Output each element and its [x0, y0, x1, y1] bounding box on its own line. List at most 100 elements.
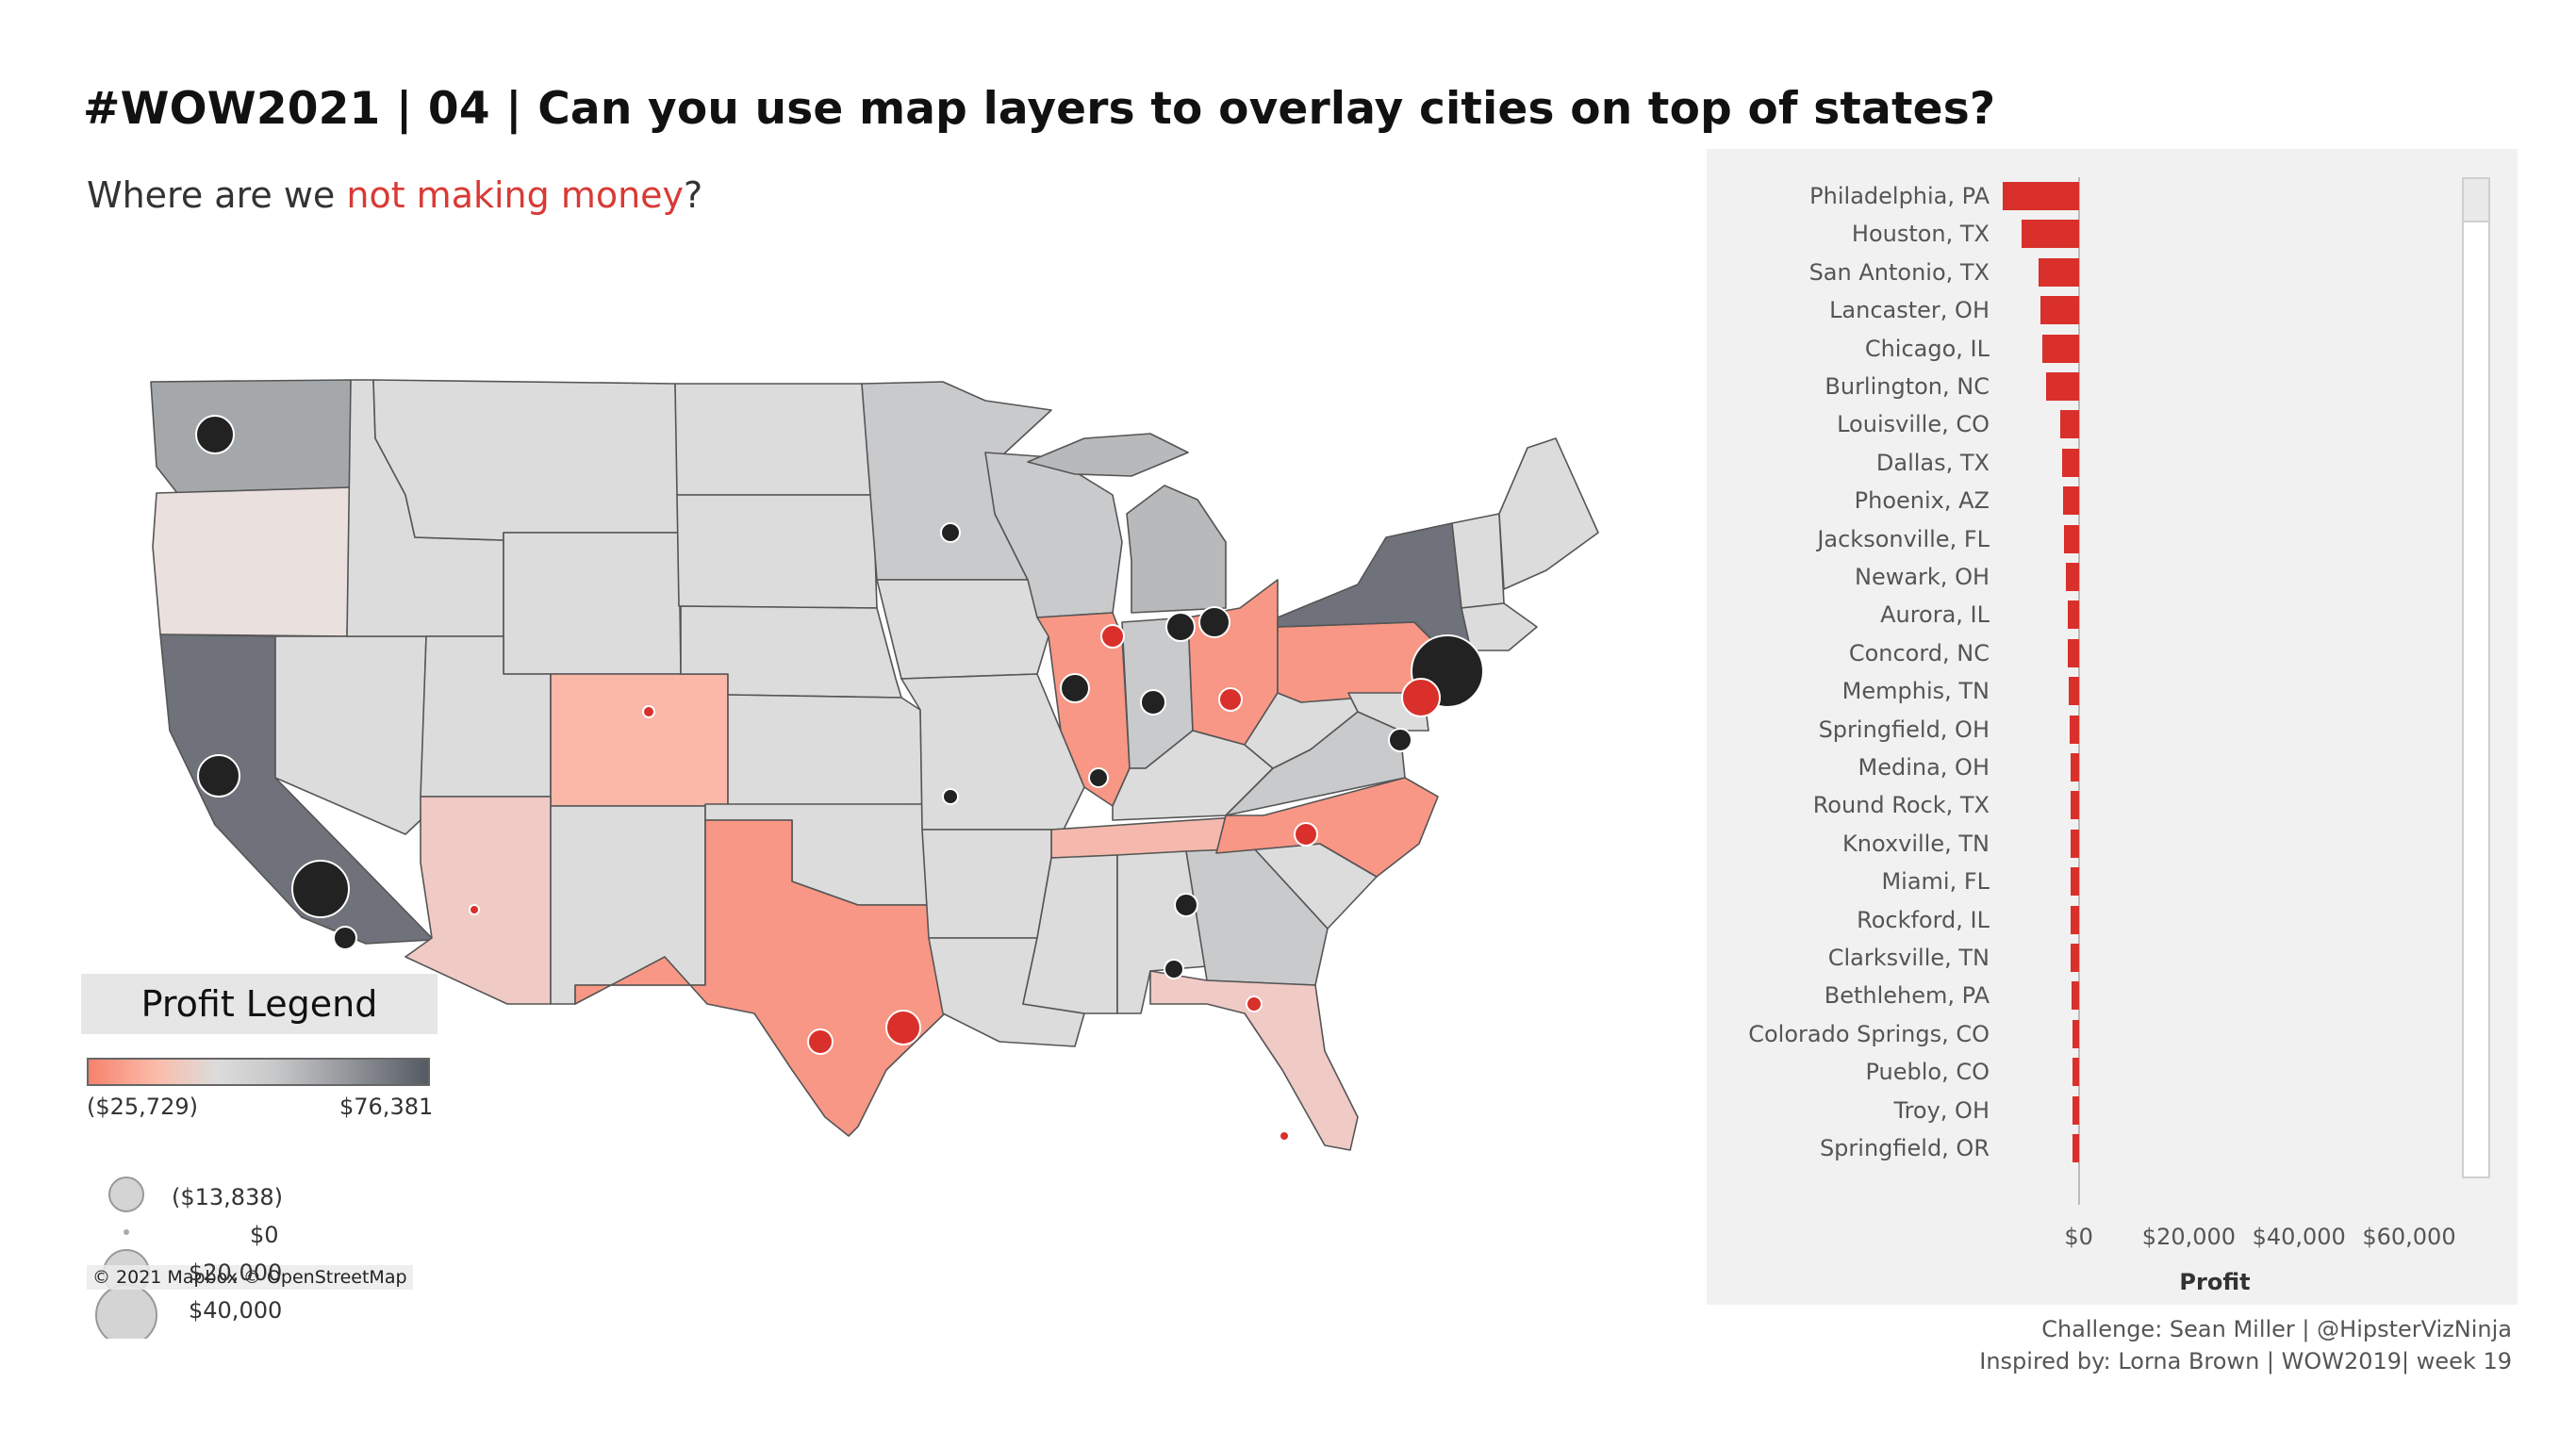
bar-category-label: Clarksville, TN	[1827, 945, 1990, 971]
subtitle-suffix: ?	[684, 174, 703, 216]
bar-mark[interactable]	[2072, 981, 2079, 1011]
state-tx[interactable]	[574, 819, 946, 1137]
bar-mark[interactable]	[2072, 1058, 2079, 1087]
city-miami-marker[interactable]	[1279, 1130, 1290, 1142]
us-profit-map[interactable]	[132, 354, 1641, 1183]
state-or[interactable]	[152, 486, 352, 637]
bar-mark[interactable]	[2072, 1095, 2079, 1125]
zero-baseline	[2077, 177, 2080, 1206]
bar-chart-scroll-thumb[interactable]	[2464, 179, 2488, 222]
credit-inspired: Inspired by: Lorna Brown | WOW2019| week…	[1979, 1348, 2512, 1374]
city-burlington-marker[interactable]	[1294, 822, 1318, 847]
color-scale-max-label: $76,381	[339, 1094, 434, 1120]
bar-category-label: Philadelphia, PA	[1809, 183, 1990, 209]
page-title: #WOW2021 | 04 | Can you use map layers t…	[83, 83, 1996, 135]
city-phoenix-marker[interactable]	[469, 904, 480, 915]
page-subtitle: Where are we not making money?	[87, 174, 702, 216]
state-ia[interactable]	[876, 579, 1049, 680]
bar-mark[interactable]	[2002, 182, 2079, 210]
bar-mark[interactable]	[2039, 257, 2079, 287]
bar-mark[interactable]	[2072, 1134, 2079, 1162]
state-co[interactable]	[550, 673, 729, 807]
city-columbus-in-marker[interactable]	[1088, 767, 1109, 788]
bar-mark[interactable]	[2071, 944, 2079, 972]
bar-mark[interactable]	[2070, 753, 2079, 782]
bar-mark[interactable]	[2072, 1019, 2079, 1048]
city-sf-marker[interactable]	[197, 754, 240, 798]
bar-category-label: Troy, OH	[1893, 1096, 1990, 1124]
city-los-angeles-marker[interactable]	[291, 860, 350, 918]
bar-mark[interactable]	[2071, 905, 2079, 934]
size-legend-circles	[95, 1176, 157, 1339]
city-detroit-2-marker[interactable]	[1198, 606, 1230, 638]
size-legend-label-4: $40,000	[189, 1297, 283, 1324]
city-philadelphia-marker[interactable]	[1401, 678, 1441, 717]
state-mt[interactable]	[372, 379, 680, 541]
bar-category-label: Phoenix, AZ	[1854, 487, 1990, 515]
bar-chart-scrollbar[interactable]	[2462, 177, 2490, 1178]
state-ar[interactable]	[921, 829, 1052, 939]
state-nm[interactable]	[550, 805, 706, 1005]
city-san-diego-marker[interactable]	[333, 926, 357, 950]
bar-mark[interactable]	[2064, 524, 2079, 553]
city-detroit-marker[interactable]	[1165, 612, 1196, 642]
city-jacksonville-marker[interactable]	[1246, 996, 1263, 1012]
city-seattle-2-marker[interactable]	[1388, 728, 1412, 752]
state-fl[interactable]	[1149, 970, 1359, 1151]
city-san-antonio-marker[interactable]	[807, 1028, 834, 1055]
bar-mark[interactable]	[2041, 334, 2079, 363]
state-me[interactable]	[1498, 437, 1599, 590]
city-atlanta-marker[interactable]	[1174, 893, 1198, 917]
x-tick-label: $20,000	[2141, 1224, 2237, 1251]
city-houston-marker[interactable]	[885, 1010, 921, 1045]
city-denver-marker[interactable]	[642, 705, 655, 718]
state-nd[interactable]	[674, 383, 874, 496]
state-sd[interactable]	[676, 494, 878, 609]
bar-category-label: Aurora, IL	[1880, 601, 1990, 629]
city-minneapolis-marker[interactable]	[940, 522, 961, 543]
city-kc-marker[interactable]	[942, 788, 959, 805]
x-tick-label: $0	[2064, 1224, 2093, 1251]
bar-mark[interactable]	[2069, 715, 2079, 744]
bar-mark[interactable]	[2045, 372, 2079, 401]
bar-category-label: Newark, OH	[1854, 564, 1990, 590]
bar-category-label: Burlington, NC	[1825, 373, 1990, 400]
x-axis-title: Profit	[2179, 1269, 2251, 1296]
city-springfield-il-marker[interactable]	[1060, 673, 1090, 703]
size-legend-circle-4	[95, 1284, 157, 1339]
city-chicago-marker[interactable]	[1100, 624, 1125, 649]
bar-mark[interactable]	[2059, 410, 2079, 439]
state-az[interactable]	[405, 796, 552, 1005]
bar-mark[interactable]	[2071, 829, 2079, 858]
bar-mark[interactable]	[2070, 791, 2079, 820]
bar-mark[interactable]	[2062, 486, 2079, 516]
state-mi-upper[interactable]	[1027, 433, 1189, 477]
bar-mark[interactable]	[2067, 638, 2079, 667]
bar-mark[interactable]	[2071, 867, 2079, 897]
city-indianapolis-marker[interactable]	[1140, 689, 1166, 716]
size-legend-circle-2	[124, 1229, 129, 1235]
state-nc[interactable]	[1215, 777, 1439, 878]
bar-mark[interactable]	[2066, 563, 2079, 591]
bar-category-label: Miami, FL	[1881, 868, 1990, 896]
bar-category-label: Lancaster, OH	[1829, 297, 1990, 324]
state-ma-ct-ri[interactable]	[1461, 602, 1538, 651]
bar-mark[interactable]	[2062, 448, 2079, 477]
state-vt-nh[interactable]	[1451, 513, 1505, 609]
size-legend-label-1: ($13,838)	[172, 1184, 283, 1210]
state-wa[interactable]	[150, 379, 352, 494]
bar-mark[interactable]	[2021, 220, 2079, 249]
city-seattle-marker[interactable]	[195, 415, 235, 454]
bar-mark[interactable]	[2067, 601, 2079, 630]
bar-category-label: Dallas, TX	[1875, 449, 1990, 476]
x-tick-label: $60,000	[2362, 1224, 2456, 1251]
city-lancaster-marker[interactable]	[1218, 687, 1243, 712]
state-wy[interactable]	[503, 532, 682, 675]
bar-mark[interactable]	[2069, 677, 2079, 706]
profit-color-scale	[87, 1058, 430, 1086]
state-ks[interactable]	[727, 694, 923, 807]
state-mi[interactable]	[1126, 485, 1227, 614]
profit-bar-chart-panel[interactable]: Philadelphia, PA Houston, TX San Antonio, …	[1707, 149, 2518, 1305]
bar-mark[interactable]	[2039, 296, 2079, 325]
city-atlanta-2-marker[interactable]	[1164, 959, 1184, 979]
